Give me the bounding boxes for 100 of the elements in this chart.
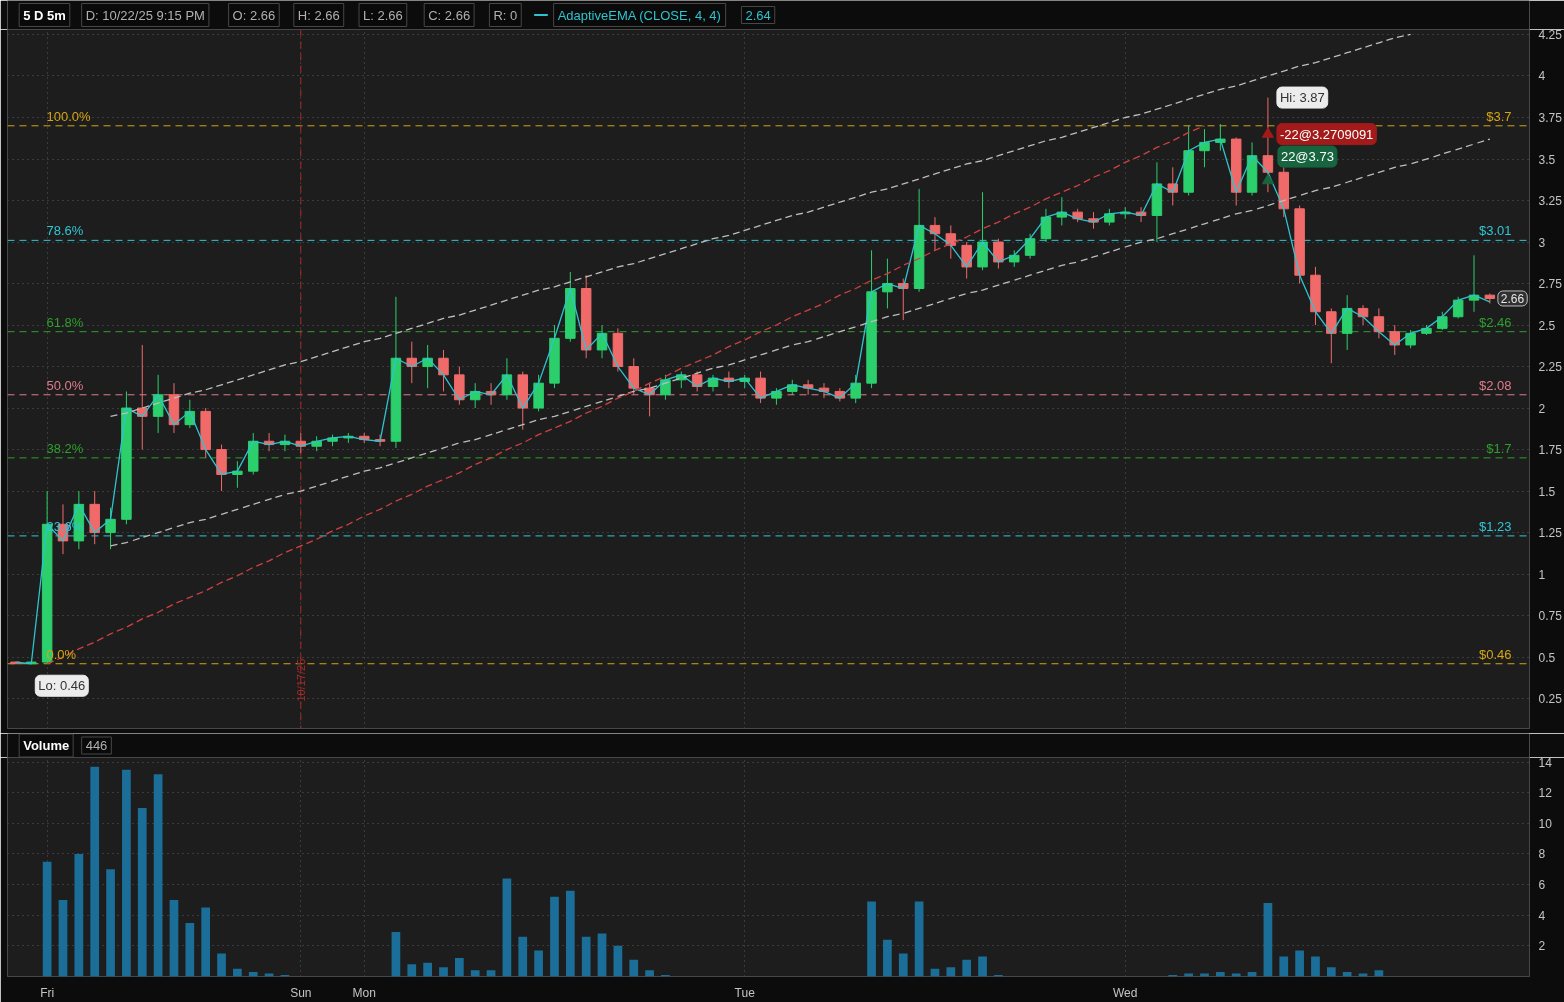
text: Lo: 0.46 xyxy=(38,678,86,694)
candlestick xyxy=(232,460,243,489)
text: R: 0 xyxy=(493,7,518,23)
candlestick xyxy=(1199,128,1210,168)
candlestick xyxy=(105,507,116,550)
ref-line-label: $1.23 xyxy=(1478,518,1512,534)
annotation: 38.2% xyxy=(46,440,84,456)
bar xyxy=(122,769,131,977)
text: D: 10/22/25 9:15 PM xyxy=(85,7,205,23)
text: O: 2.66 xyxy=(232,7,276,23)
legend-label: AdaptiveEMA (CLOSE, 4, 4) xyxy=(557,7,721,23)
bar xyxy=(502,878,512,977)
bar xyxy=(106,869,115,977)
candlestick xyxy=(1389,324,1400,356)
y-tick-label: 3.25 xyxy=(1538,194,1563,209)
bar xyxy=(137,808,147,977)
y-tick-label: 1.5 xyxy=(1538,484,1556,499)
bar xyxy=(1374,970,1384,977)
bar xyxy=(74,853,84,977)
bar xyxy=(550,896,559,977)
y-tick-label: 3.5 xyxy=(1538,152,1556,167)
y-tick-label: 2.75 xyxy=(1538,277,1563,292)
text: 2.66 xyxy=(1500,291,1525,306)
bar xyxy=(867,901,876,977)
ref-line-label: $2.46 xyxy=(1478,314,1512,330)
bar xyxy=(201,907,211,977)
candlestick xyxy=(945,224,957,260)
ref-line-label: $3.01 xyxy=(1478,223,1512,239)
bar xyxy=(423,962,432,977)
bar xyxy=(597,933,607,977)
bar xyxy=(581,936,591,977)
x-tick-label: Sun xyxy=(290,985,312,1000)
y-tick-label: 4 xyxy=(1538,69,1546,84)
text: 446 xyxy=(85,738,108,753)
bar xyxy=(58,899,68,977)
data-label: -22@3.2709091 xyxy=(1279,126,1374,142)
y-tick-label: 0.25 xyxy=(1538,692,1563,707)
ref-line-label: 10/17/25 xyxy=(294,658,307,702)
bar xyxy=(486,970,496,977)
bar xyxy=(1200,973,1209,977)
ref-line-label: $3.7 xyxy=(1486,108,1512,124)
y-tick-label: 6 xyxy=(1538,878,1546,893)
bar xyxy=(407,964,417,977)
bar xyxy=(169,899,179,977)
ref-line-label: $2.08 xyxy=(1478,377,1512,393)
y-tick-label: 2.25 xyxy=(1538,360,1563,375)
bar xyxy=(613,945,623,977)
bar xyxy=(153,774,163,977)
bar xyxy=(1263,902,1273,977)
bar xyxy=(1231,973,1241,977)
candlestick xyxy=(438,349,449,392)
y-tick-label: 2 xyxy=(1538,401,1546,416)
bar xyxy=(962,959,972,977)
bar xyxy=(454,958,464,977)
bar xyxy=(217,953,226,977)
bar xyxy=(1215,971,1225,977)
bar xyxy=(42,861,52,977)
bar xyxy=(518,936,528,977)
ref-line-label: $0.46 xyxy=(1478,646,1512,662)
candlestick xyxy=(755,371,766,404)
x-tick-label: Wed xyxy=(1112,985,1138,1000)
bar xyxy=(1342,971,1352,977)
bar xyxy=(914,901,924,977)
chart-title: Volume xyxy=(23,738,70,753)
y-tick-label: 2.5 xyxy=(1538,318,1556,333)
bar xyxy=(233,968,242,977)
bar xyxy=(1184,973,1193,977)
y-tick-label: 14 xyxy=(1538,755,1553,770)
y-tick-label: 4.25 xyxy=(1538,27,1563,42)
bar xyxy=(565,890,575,977)
bar xyxy=(898,953,908,977)
bar xyxy=(883,939,892,977)
y-tick-label: 1.75 xyxy=(1538,443,1563,458)
y-tick-label: 1 xyxy=(1538,567,1546,582)
annotation: 100.0% xyxy=(46,108,92,124)
annotation: 50.0% xyxy=(46,377,84,393)
bar xyxy=(1326,967,1336,977)
x-tick-label: Tue xyxy=(734,985,756,1000)
text: 2.64 xyxy=(745,7,771,23)
y-tick-label: 12 xyxy=(1538,786,1553,801)
bar xyxy=(534,950,543,977)
y-tick-label: 1.25 xyxy=(1538,526,1563,541)
bar xyxy=(629,959,639,977)
text: L: 2.66 xyxy=(363,7,403,23)
candlestick xyxy=(850,374,861,404)
x-tick-label: Fri xyxy=(40,985,55,1000)
chart-title: 5 D 5m xyxy=(23,7,66,23)
ref-line-label: $1.7 xyxy=(1486,440,1512,456)
candlestick xyxy=(1373,307,1385,339)
bar xyxy=(1311,956,1320,977)
text: C: 2.66 xyxy=(428,7,471,23)
bar xyxy=(185,922,195,977)
candlestick xyxy=(1040,208,1052,243)
bar xyxy=(1279,956,1289,977)
y-tick-label: 8 xyxy=(1538,847,1546,862)
data-label: 22@3.73 xyxy=(1280,149,1334,165)
candlestick xyxy=(1024,233,1036,260)
candlestick xyxy=(1262,97,1274,193)
y-tick-label: 4 xyxy=(1538,908,1546,923)
line-series xyxy=(109,33,1412,418)
